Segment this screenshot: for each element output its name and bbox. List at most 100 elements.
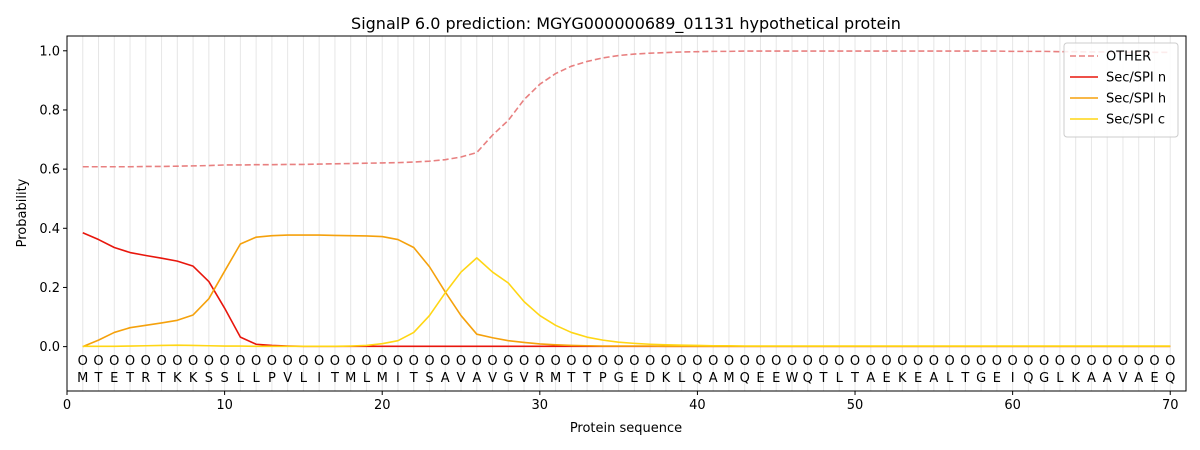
residue-marker: O bbox=[346, 354, 356, 369]
residue-marker: O bbox=[503, 354, 513, 369]
series-line-sec-spi-h bbox=[82, 234, 1171, 348]
residue-letter: T bbox=[850, 371, 859, 386]
residue-letter: T bbox=[582, 371, 591, 386]
residue-letter: I bbox=[396, 371, 400, 386]
residue-letter: P bbox=[599, 371, 607, 386]
residue-marker: O bbox=[283, 354, 293, 369]
residue-marker: O bbox=[172, 354, 182, 369]
residue-marker: O bbox=[724, 354, 734, 369]
residue-letter: L bbox=[946, 371, 954, 386]
residue-letter: M bbox=[345, 371, 356, 386]
residue-letter: P bbox=[268, 371, 276, 386]
residue-letter: L bbox=[300, 371, 308, 386]
residue-letter: D bbox=[645, 371, 655, 386]
legend-label: OTHER bbox=[1106, 50, 1151, 65]
residue-marker: O bbox=[881, 354, 891, 369]
residue-letter: K bbox=[1071, 371, 1080, 386]
residue-marker: O bbox=[456, 354, 466, 369]
residue-letter: L bbox=[836, 371, 844, 386]
residue-letter: Q bbox=[740, 371, 750, 386]
x-tick-label: 30 bbox=[532, 398, 549, 413]
residue-letter: V bbox=[457, 371, 466, 386]
residue-letter: W bbox=[786, 371, 799, 386]
residue-letter: E bbox=[630, 371, 638, 386]
chart-title: SignalP 6.0 prediction: MGYG000000689_01… bbox=[351, 14, 901, 34]
residue-letter: T bbox=[330, 371, 339, 386]
legend: OTHER Sec/SPI n Sec/SPI h Sec/SPI c bbox=[1063, 42, 1179, 138]
residue-letter: Q bbox=[692, 371, 702, 386]
residue-marker: O bbox=[787, 354, 797, 369]
residue-letter: S bbox=[425, 371, 433, 386]
legend-label: Sec/SPI n bbox=[1106, 71, 1166, 86]
residue-marker: O bbox=[897, 354, 907, 369]
residue-letter: L bbox=[363, 371, 371, 386]
residue-marker: O bbox=[677, 354, 687, 369]
residue-letter: V bbox=[283, 371, 292, 386]
residue-marker: O bbox=[992, 354, 1002, 369]
residue-marker: O bbox=[235, 354, 245, 369]
residue-marker: O bbox=[1149, 354, 1159, 369]
residue-marker: O bbox=[550, 354, 560, 369]
x-tick-label: 60 bbox=[1004, 398, 1021, 413]
residue-marker: O bbox=[850, 354, 860, 369]
residue-letter: V bbox=[1119, 371, 1128, 386]
residue-marker: O bbox=[78, 354, 88, 369]
residue-letter: K bbox=[173, 371, 182, 386]
residue-marker: O bbox=[755, 354, 765, 369]
residue-marker: O bbox=[487, 354, 497, 369]
residue-marker: O bbox=[976, 354, 986, 369]
residue-letter: V bbox=[520, 371, 529, 386]
residue-marker: O bbox=[1055, 354, 1065, 369]
residue-marker: O bbox=[535, 354, 545, 369]
residue-letter: L bbox=[253, 371, 261, 386]
residue-letter: T bbox=[157, 371, 166, 386]
residue-letter: I bbox=[317, 371, 321, 386]
residue-marker: O bbox=[440, 354, 450, 369]
residue-letter: E bbox=[1150, 371, 1158, 386]
series-line-other bbox=[82, 50, 1171, 168]
residue-letter: M bbox=[723, 371, 734, 386]
residue-marker: O bbox=[298, 354, 308, 369]
residue-marker: O bbox=[834, 354, 844, 369]
residue-marker: O bbox=[629, 354, 639, 369]
residue-marker: O bbox=[472, 354, 482, 369]
residue-letter: A bbox=[441, 371, 450, 386]
residue-letter: R bbox=[535, 371, 544, 386]
residue-letter: K bbox=[189, 371, 198, 386]
residue-marker: O bbox=[188, 354, 198, 369]
residue-letter: R bbox=[141, 371, 150, 386]
residue-letter: G bbox=[976, 371, 986, 386]
residue-letter: S bbox=[220, 371, 228, 386]
residue-marker: O bbox=[219, 354, 229, 369]
residue-marker: O bbox=[803, 354, 813, 369]
residue-letter: T bbox=[819, 371, 828, 386]
residue-marker: O bbox=[361, 354, 371, 369]
y-tick-label: 0.6 bbox=[39, 163, 60, 178]
residue-letter: E bbox=[993, 371, 1001, 386]
residue-marker: O bbox=[1165, 354, 1175, 369]
residue-letter: A bbox=[866, 371, 875, 386]
y-tick-label: 0.8 bbox=[39, 103, 60, 118]
plot-frame bbox=[66, 35, 1187, 392]
residue-marker: O bbox=[692, 354, 702, 369]
residue-letter: A bbox=[1103, 371, 1112, 386]
residue-marker: O bbox=[929, 354, 939, 369]
legend-label: Sec/SPI h bbox=[1106, 92, 1166, 107]
residue-letter: L bbox=[678, 371, 686, 386]
x-tick-label: 50 bbox=[847, 398, 864, 413]
legend-label: Sec/SPI c bbox=[1106, 113, 1165, 128]
residue-marker: O bbox=[645, 354, 655, 369]
residue-letter: E bbox=[914, 371, 922, 386]
residue-marker: O bbox=[314, 354, 324, 369]
residue-marker: O bbox=[944, 354, 954, 369]
x-tick-label: 20 bbox=[374, 398, 391, 413]
residue-marker: O bbox=[1071, 354, 1081, 369]
y-axis-label: Probability bbox=[15, 178, 30, 247]
residue-letter: L bbox=[237, 371, 245, 386]
x-axis-ticks: 0 10 20 30 40 50 60 70 bbox=[63, 391, 1179, 413]
residue-letter: V bbox=[488, 371, 497, 386]
residue-marker: O bbox=[1134, 354, 1144, 369]
residue-letter: G bbox=[614, 371, 624, 386]
